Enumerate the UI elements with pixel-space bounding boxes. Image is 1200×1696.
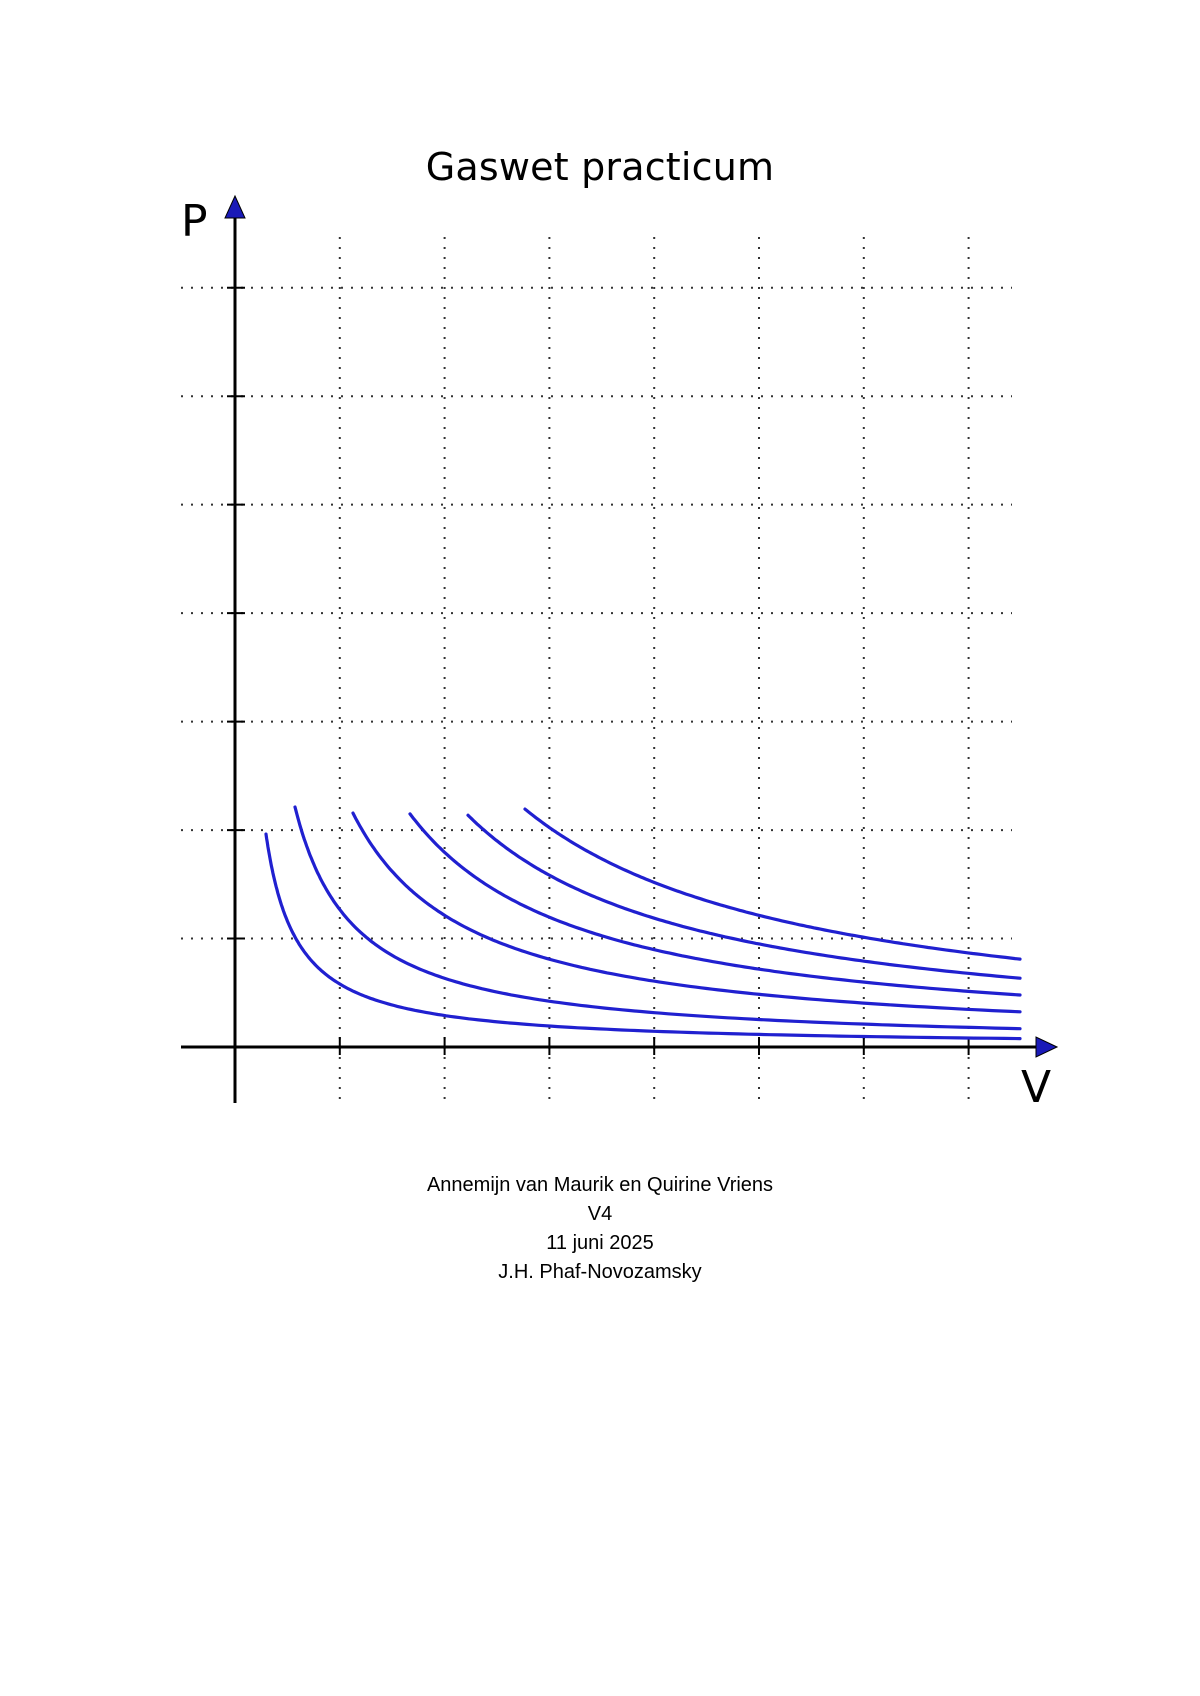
isotherm-curves: [264, 805, 1022, 1041]
isotherm-curve: [466, 813, 1022, 980]
class-label: V4: [587, 1203, 613, 1225]
isotherm-curve: [293, 805, 1022, 1031]
x-axis-label: V: [1021, 1062, 1051, 1113]
isotherm-curve: [408, 812, 1022, 997]
y-axis-label: P: [181, 196, 208, 247]
isotherm-curve: [351, 811, 1022, 1014]
author-block: Annemijn van Maurik en Quirine Vriens V4…: [0, 1171, 1200, 1287]
date: 11 juni 2025: [546, 1232, 654, 1254]
grid: [181, 237, 1012, 1103]
authors: Annemijn van Maurik en Quirine Vriens: [426, 1174, 774, 1196]
page-title: Gaswet practicum: [425, 145, 775, 189]
y-axis-arrow-icon: [224, 194, 246, 219]
teacher: J.H. Phaf-Novozamsky: [498, 1261, 702, 1283]
isotherm-curve: [264, 832, 1022, 1041]
x-axis-arrow-icon: [1035, 1036, 1059, 1058]
isotherm-curve: [523, 807, 1022, 961]
